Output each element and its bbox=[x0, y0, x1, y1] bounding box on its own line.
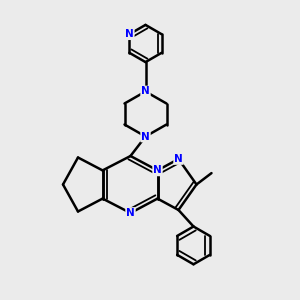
Text: N: N bbox=[126, 208, 135, 218]
Text: N: N bbox=[141, 131, 150, 142]
Text: N: N bbox=[125, 29, 134, 39]
Text: N: N bbox=[153, 165, 162, 176]
Text: N: N bbox=[174, 154, 183, 164]
Text: N: N bbox=[141, 86, 150, 97]
